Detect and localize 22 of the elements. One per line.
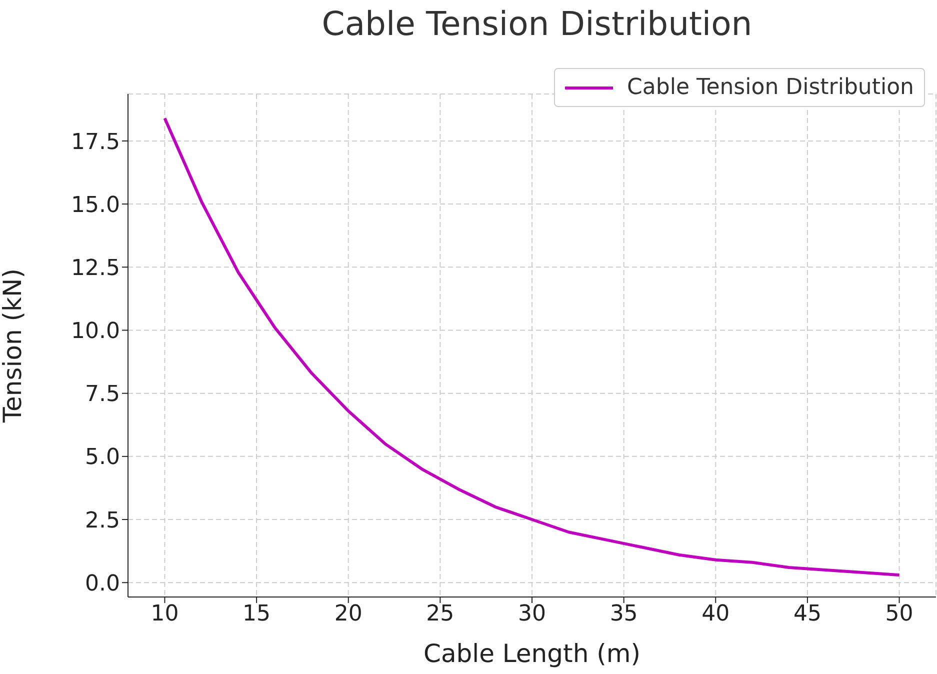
x-tick-label: 25 [426,602,454,627]
x-tick-label: 20 [334,602,362,627]
chart-title: Cable Tension Distribution [320,4,754,43]
x-tick-label: 30 [518,602,546,627]
x-tick-label: 40 [702,602,730,627]
y-tick-label: 2.5 [85,508,120,534]
x-tick-label: 10 [150,602,179,627]
x-axis-title: Cable Length (m) [424,639,640,668]
x-tick-label: 15 [242,602,271,627]
y-axis-title: Tension (kN) [0,268,27,424]
y-tick-label: 5.0 [85,445,120,470]
y-tick-label: 10.0 [71,319,120,344]
y-tick-label: 12.5 [71,256,120,281]
x-tick-label: 35 [610,602,638,627]
y-tick-label: 17.5 [71,130,120,155]
x-tick-label: 45 [793,602,822,627]
y-tick-label: 7.5 [85,382,120,408]
line-series [163,116,901,577]
y-tick-label: 0.0 [85,571,120,596]
legend-label: Cable Tension Distribution [626,75,914,100]
y-tick-label: 15.0 [71,192,120,218]
x-tick-label: 50 [885,602,914,627]
